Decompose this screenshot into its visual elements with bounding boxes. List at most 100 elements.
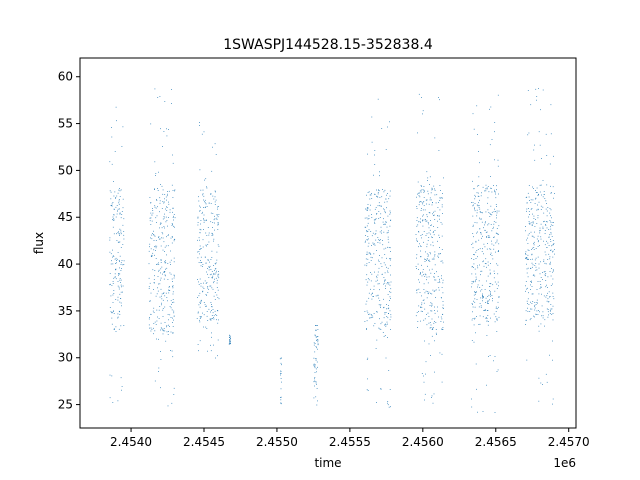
- data-point: [374, 208, 376, 210]
- data-point: [487, 296, 489, 297]
- data-point: [420, 218, 421, 220]
- data-point: [115, 331, 117, 332]
- data-point: [317, 336, 319, 337]
- data-point: [422, 203, 423, 205]
- data-point: [377, 294, 379, 296]
- data-point: [545, 221, 547, 222]
- data-point: [119, 293, 121, 295]
- data-point: [154, 270, 156, 271]
- data-point: [538, 330, 540, 332]
- data-point: [416, 312, 418, 313]
- data-point: [154, 235, 156, 237]
- data-point: [545, 296, 547, 298]
- data-point: [544, 262, 546, 264]
- data-point: [530, 104, 532, 106]
- data-point: [548, 229, 550, 230]
- data-point: [378, 297, 380, 299]
- data-point: [486, 187, 488, 189]
- data-point: [368, 297, 370, 299]
- data-point: [160, 128, 161, 130]
- data-point: [525, 197, 527, 198]
- data-point: [496, 210, 498, 212]
- data-point: [497, 264, 499, 266]
- data-point: [544, 271, 546, 272]
- data-point: [423, 289, 425, 290]
- data-point: [366, 208, 368, 210]
- data-point: [155, 324, 157, 325]
- data-point: [552, 340, 553, 342]
- data-point: [531, 280, 532, 282]
- data-point: [151, 214, 153, 216]
- data-point: [117, 232, 119, 234]
- data-point: [544, 274, 546, 276]
- data-point: [280, 362, 282, 364]
- data-point: [163, 330, 164, 332]
- data-point: [439, 237, 440, 238]
- data-point: [371, 245, 372, 246]
- data-point: [120, 270, 122, 271]
- data-point: [489, 144, 491, 146]
- data-point: [476, 204, 478, 206]
- data-point: [114, 151, 116, 152]
- data-point: [539, 232, 541, 234]
- data-point: [209, 265, 211, 267]
- data-point: [158, 338, 159, 340]
- data-point: [379, 217, 381, 218]
- data-point: [160, 351, 161, 352]
- data-point: [148, 288, 150, 289]
- data-point: [197, 297, 198, 298]
- data-point: [528, 208, 529, 209]
- data-point: [386, 226, 388, 228]
- data-point: [530, 259, 532, 260]
- chart-title: 1SWASPJ144528.15-352838.4: [223, 37, 433, 53]
- data-point: [378, 239, 380, 241]
- data-point: [432, 289, 434, 291]
- data-point: [111, 260, 112, 262]
- data-point: [371, 293, 373, 294]
- data-point: [418, 195, 420, 197]
- data-point: [534, 231, 535, 233]
- data-point: [168, 319, 169, 321]
- data-point: [433, 211, 434, 213]
- data-point: [172, 197, 174, 198]
- data-point: [210, 319, 212, 320]
- data-point: [539, 184, 541, 186]
- data-point: [545, 273, 547, 274]
- data-point: [553, 270, 554, 272]
- data-point: [171, 350, 173, 352]
- data-point: [480, 305, 482, 307]
- data-point: [438, 253, 439, 255]
- data-point: [433, 327, 434, 329]
- data-point: [427, 255, 429, 257]
- data-point: [422, 189, 424, 191]
- data-point: [229, 335, 231, 337]
- data-point: [428, 259, 430, 261]
- data-point: [498, 250, 499, 251]
- data-point: [229, 340, 230, 342]
- data-point: [423, 241, 424, 243]
- data-point: [424, 340, 425, 342]
- data-point: [535, 192, 537, 193]
- data-point: [495, 242, 497, 244]
- data-point: [371, 116, 373, 118]
- data-point: [162, 329, 163, 331]
- data-point: [433, 291, 435, 292]
- data-point: [527, 303, 528, 304]
- data-point: [540, 205, 542, 207]
- data-point: [490, 317, 491, 319]
- data-point: [118, 273, 119, 274]
- data-point: [365, 226, 367, 228]
- data-point: [549, 354, 550, 356]
- data-point: [197, 311, 199, 313]
- data-point: [171, 402, 173, 404]
- data-point: [217, 310, 219, 312]
- data-point: [369, 194, 371, 196]
- data-point: [152, 310, 154, 312]
- data-point: [544, 230, 546, 231]
- data-point: [384, 324, 385, 326]
- data-point: [430, 355, 431, 356]
- data-point: [375, 348, 377, 349]
- data-point: [488, 237, 489, 238]
- data-point: [442, 328, 443, 330]
- data-point: [156, 245, 158, 247]
